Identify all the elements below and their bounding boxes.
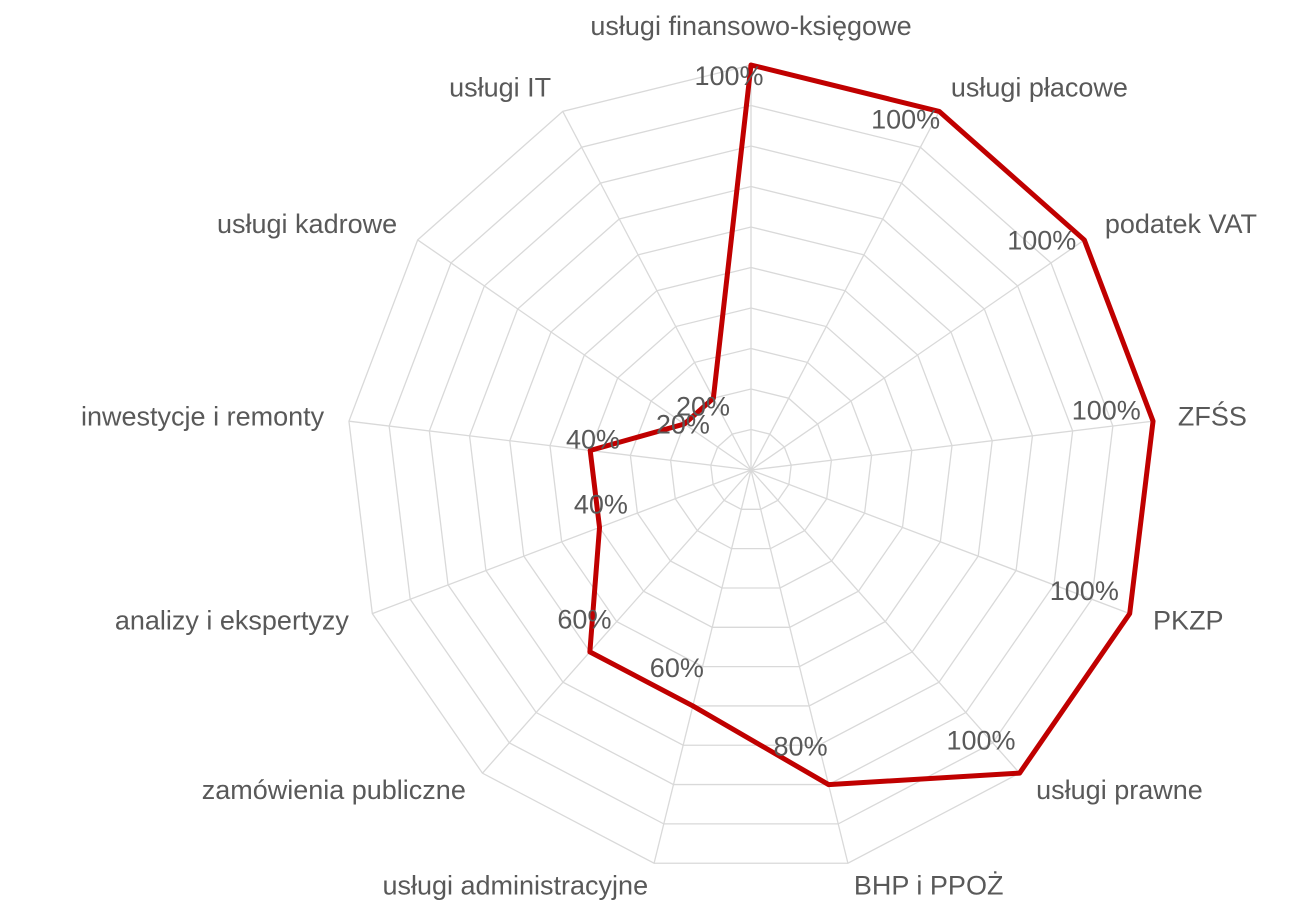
data-label: 20% (656, 409, 710, 439)
data-label: 60% (650, 653, 704, 683)
grid-ring (710, 428, 792, 510)
grid-ring (428, 145, 1074, 786)
category-label: ZFŚS (1178, 399, 1247, 431)
data-label: 100% (1050, 576, 1119, 606)
grid-ring (468, 185, 1034, 746)
spoke (372, 469, 752, 615)
series-line (587, 62, 1156, 788)
grid-ring (509, 226, 993, 707)
spoke (417, 239, 752, 471)
category-label: BHP i PPOŻ (854, 870, 1004, 900)
category-label: usługi administracyjne (382, 871, 648, 900)
data-label: 100% (1072, 395, 1141, 425)
data-label: 100% (871, 105, 940, 135)
data-label: 20% (676, 392, 730, 422)
grid-ring (549, 266, 953, 668)
data-label: 100% (946, 726, 1015, 756)
data-label: 60% (557, 604, 611, 634)
grid-ring (589, 307, 913, 628)
spoke (750, 111, 940, 471)
spoke (750, 469, 1130, 615)
data-label: 100% (694, 61, 763, 91)
spoke (348, 420, 752, 471)
category-label: PKZP (1153, 606, 1224, 636)
category-label: usługi kadrowe (217, 209, 397, 239)
data-label: 100% (1007, 225, 1076, 255)
spoke (481, 469, 752, 774)
spoke (750, 469, 849, 864)
grid-ring (669, 388, 833, 550)
spoke (750, 420, 1154, 471)
category-label: usługi IT (449, 72, 551, 102)
spoke (750, 469, 1021, 774)
spoke (750, 239, 1085, 471)
data-label: 40% (566, 425, 620, 455)
category-label: analizy i ekspertyzy (115, 606, 350, 636)
category-label: usługi płacowe (951, 72, 1128, 102)
grid-ring (388, 104, 1114, 825)
spoke (653, 469, 752, 864)
spoke (562, 111, 752, 471)
category-label: podatek VAT (1105, 209, 1257, 239)
category-label: zamówienia publiczne (202, 775, 466, 805)
category-label: inwestycje i remonty (81, 401, 325, 431)
grid-ring (629, 347, 873, 589)
data-label: 80% (774, 731, 828, 761)
data-label: 40% (574, 490, 628, 520)
category-label: usługi prawne (1036, 775, 1203, 805)
category-label: usługi finansowo-księgowe (590, 11, 911, 41)
